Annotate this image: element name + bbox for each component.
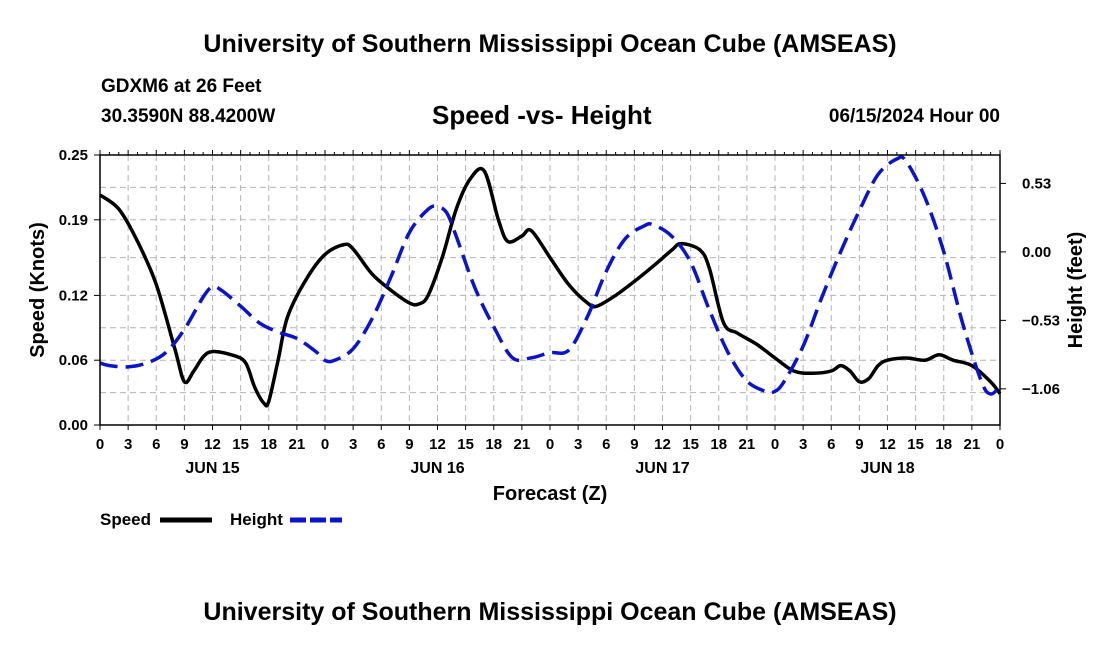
x-tick-label: 9 — [180, 436, 188, 453]
title-top: University of Southern Mississippi Ocean… — [203, 30, 897, 58]
x-tick-label: 0 — [321, 436, 329, 453]
x-tick-label: 9 — [630, 436, 638, 453]
y2-tick-label: −0.53 — [1022, 312, 1060, 329]
x-axis-title: Forecast (Z) — [493, 483, 607, 505]
x-tick-label: 21 — [964, 436, 981, 453]
y-tick-label: 0.19 — [59, 212, 88, 229]
y-axis-title: Speed (Knots) — [27, 222, 49, 358]
x-tick-label: 0 — [996, 436, 1004, 453]
x-tick-label: 3 — [349, 436, 357, 453]
x-tick-label: 18 — [710, 436, 727, 453]
x-tick-label: 0 — [771, 436, 779, 453]
day-label: JUN 17 — [635, 460, 689, 477]
x-tick-label: 18 — [260, 436, 277, 453]
x-tick-label: 15 — [232, 436, 249, 453]
y2-tick-label: 0.00 — [1022, 244, 1051, 261]
x-tick-label: 12 — [654, 436, 671, 453]
x-tick-label: 12 — [429, 436, 446, 453]
x-tick-label: 6 — [152, 436, 160, 453]
y-tick-label: 0.25 — [59, 147, 88, 164]
x-tick-label: 9 — [405, 436, 413, 453]
y2-axis-title: Height (feet) — [1065, 232, 1087, 349]
x-tick-label: 12 — [879, 436, 896, 453]
x-tick-label: 18 — [935, 436, 952, 453]
legend: Speed Height — [100, 510, 342, 529]
title-bottom: University of Southern Mississippi Ocean… — [203, 598, 897, 626]
axis-labels: 0 3 6 9 12 15 18 21 0 3 6 9 12 15 18 21 0 3 6 9 12 15 18 21 0 3 6 9… — [27, 147, 1087, 505]
x-tick-label: 6 — [827, 436, 835, 453]
x-tick-label: 12 — [204, 436, 221, 453]
date-hour-label: 06/15/2024 Hour 00 — [828, 106, 1000, 127]
speed-series-line — [98, 166, 1002, 408]
legend-label-speed: Speed — [100, 510, 151, 529]
y2-tick-label: −1.06 — [1022, 381, 1060, 398]
x-tick-label: 6 — [602, 436, 610, 453]
y2-tick-label: 0.53 — [1022, 175, 1051, 192]
x-tick-label: 21 — [514, 436, 531, 453]
axis-ticks — [94, 150, 1006, 430]
x-tick-label: 15 — [457, 436, 474, 453]
day-label: JUN 16 — [410, 460, 464, 477]
x-tick-label: 0 — [96, 436, 104, 453]
x-tick-label: 0 — [546, 436, 554, 453]
y-tick-label: 0.00 — [59, 417, 88, 434]
coordinates-label: 30.3590N 88.4200W — [101, 106, 276, 127]
day-label: JUN 15 — [185, 460, 239, 477]
x-tick-label: 21 — [739, 436, 756, 453]
x-tick-label: 6 — [377, 436, 385, 453]
series-lines — [98, 155, 1002, 408]
x-tick-label: 3 — [799, 436, 807, 453]
x-tick-label: 9 — [855, 436, 863, 453]
x-tick-label: 21 — [289, 436, 306, 453]
legend-label-height: Height — [230, 510, 283, 529]
chart-title: Speed -vs- Height — [432, 100, 652, 130]
y-tick-label: 0.06 — [59, 352, 88, 369]
x-tick-label: 3 — [124, 436, 132, 453]
y-tick-label: 0.12 — [59, 287, 88, 304]
x-tick-label: 3 — [574, 436, 582, 453]
x-tick-label: 15 — [907, 436, 924, 453]
x-tick-label: 15 — [682, 436, 699, 453]
x-tick-label: 18 — [485, 436, 502, 453]
height-series-line — [99, 155, 1002, 396]
day-label: JUN 18 — [860, 460, 914, 477]
station-label: GDXM6 at 26 Feet — [101, 76, 262, 97]
